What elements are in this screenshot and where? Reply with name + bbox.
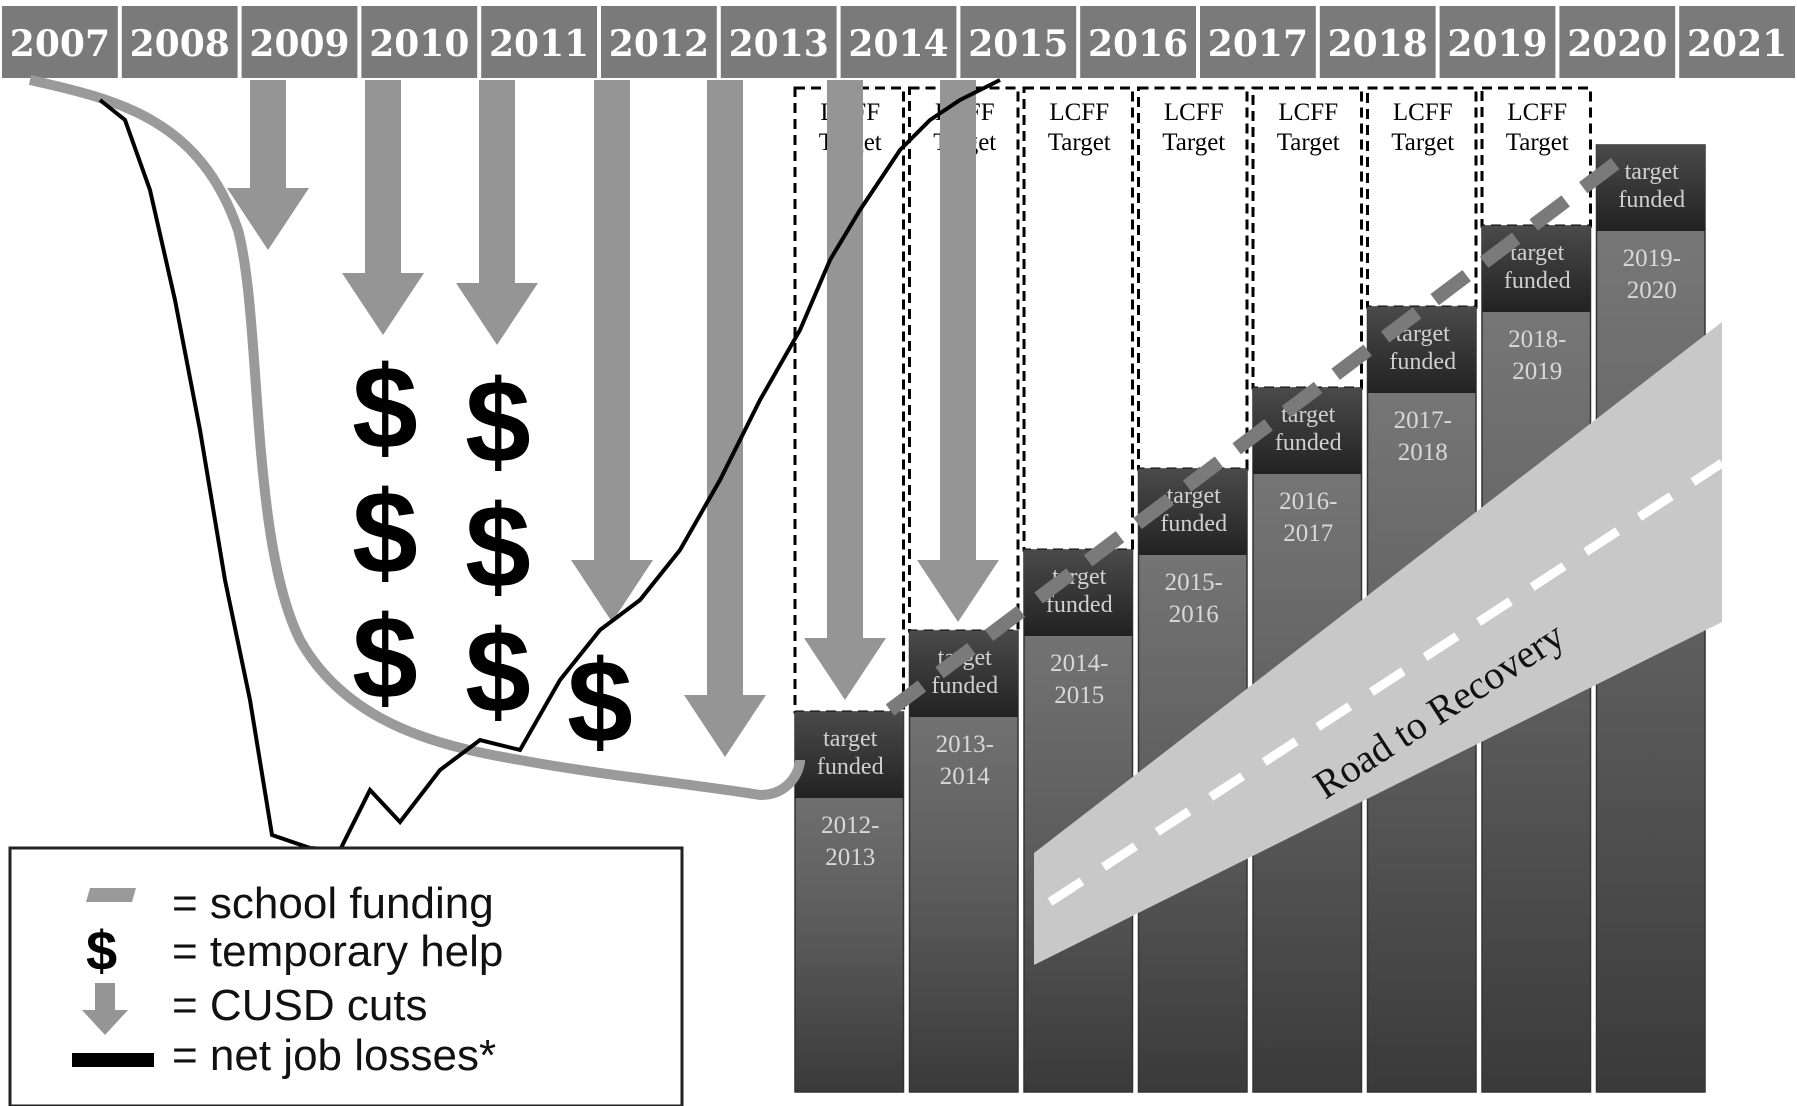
cusd-cut-arrow xyxy=(227,80,309,250)
target-funded-box xyxy=(795,712,904,798)
target-funded-box xyxy=(1482,226,1591,312)
legend-net-job-losses-label: = net job losses* xyxy=(172,1031,496,1080)
cusd-cut-arrow xyxy=(342,80,424,335)
column-span-label: 2019-2020 xyxy=(1623,245,1681,304)
year-label: 2011 xyxy=(489,23,589,65)
cusd-cut-arrow xyxy=(456,80,538,345)
year-label: 2014 xyxy=(848,23,948,65)
column-span-label: 2012-2013 xyxy=(821,812,879,871)
legend-job-losses-swatch xyxy=(72,1053,154,1067)
year-cell xyxy=(1080,6,1196,78)
year-label: 2008 xyxy=(130,23,230,65)
target-funded-box xyxy=(909,631,1018,717)
year-label: 2020 xyxy=(1567,23,1667,65)
cusd-cut-arrow xyxy=(917,80,999,622)
year-cell xyxy=(1319,6,1436,78)
year-cell xyxy=(241,6,358,78)
year-cell xyxy=(121,6,238,78)
year-cell xyxy=(1559,6,1676,78)
lcff-target-outline xyxy=(1022,86,1134,552)
legend-temporary-help-label: = temporary help xyxy=(172,927,503,976)
temporary-help-dollar: $ xyxy=(465,356,531,488)
year-label: 2021 xyxy=(1687,23,1787,65)
legend-school-funding-label: = school funding xyxy=(172,879,494,928)
year-label: 2010 xyxy=(369,23,469,65)
school-funding-line xyxy=(28,75,805,801)
year-label: 2019 xyxy=(1447,23,1547,65)
year-cell xyxy=(840,6,957,78)
year-cell xyxy=(1439,6,1556,78)
year-label: 2017 xyxy=(1208,23,1308,65)
year-cell xyxy=(720,6,837,78)
year-label: 2007 xyxy=(10,23,110,65)
year-label: 2013 xyxy=(729,23,829,65)
column-span-label: 2014-2015 xyxy=(1050,650,1108,709)
legend: = school funding $ = temporary help = CU… xyxy=(8,846,684,1106)
target-funded-box xyxy=(1596,145,1705,231)
year-label: 2016 xyxy=(1088,23,1188,65)
cusd-cut-arrows xyxy=(227,80,999,757)
target-funded-box xyxy=(1367,307,1476,393)
year-label: 2018 xyxy=(1328,23,1428,65)
temporary-help-dollar: $ xyxy=(567,636,633,768)
column-span-label: 2013-2014 xyxy=(936,731,994,790)
cusd-cut-arrow xyxy=(684,80,766,757)
year-cell xyxy=(1200,6,1316,78)
year-cell xyxy=(361,6,478,78)
year-cell xyxy=(2,6,118,78)
column-span-label: 2016-2017 xyxy=(1279,488,1337,547)
year-label: 2015 xyxy=(968,23,1068,65)
temporary-help-dollar: $ xyxy=(465,606,531,738)
legend-cusd-cuts-label: = CUSD cuts xyxy=(172,981,428,1030)
road-center-line xyxy=(1047,459,1725,906)
temporary-help-dollar: $ xyxy=(465,481,531,613)
road-band xyxy=(1034,322,1722,965)
year-label: 2009 xyxy=(249,23,349,65)
year-cell xyxy=(601,6,717,78)
year-cell xyxy=(960,6,1077,78)
net-job-losses-line xyxy=(98,78,1001,853)
cusd-cut-arrow xyxy=(804,80,886,700)
year-cell xyxy=(481,6,597,78)
legend-arrow-icon xyxy=(82,983,128,1035)
column-span-label: 2018-2019 xyxy=(1508,326,1566,385)
lcff-target-outline xyxy=(1480,86,1592,228)
target-trend-line xyxy=(885,154,1625,716)
funding-column: LCFF Target target funded 2015-2016 xyxy=(1137,86,1249,1093)
year-cell xyxy=(1679,6,1795,78)
legend-dollar-icon: $ xyxy=(86,919,117,982)
legend-school-funding-swatch xyxy=(86,888,136,902)
temporary-help-dollar: $ xyxy=(352,467,418,599)
temporary-help-dollar: $ xyxy=(352,342,418,474)
lcff-target-outline xyxy=(1251,86,1363,390)
year-label: 2012 xyxy=(609,23,709,65)
lcff-target-outline xyxy=(1366,86,1478,309)
year-header: 2007 2008 2009 2010 2011 2012 2013 2014 2015 2016… xyxy=(2,6,1795,78)
lcff-target-outline xyxy=(1137,86,1249,471)
column-span-label: 2015-2016 xyxy=(1165,569,1223,628)
cusd-cut-arrow xyxy=(571,80,653,622)
temporary-help-dollars: $$$$$$ $ xyxy=(352,342,633,768)
column-span-label: 2017-2018 xyxy=(1394,407,1452,466)
temporary-help-dollar: $ xyxy=(352,592,418,724)
